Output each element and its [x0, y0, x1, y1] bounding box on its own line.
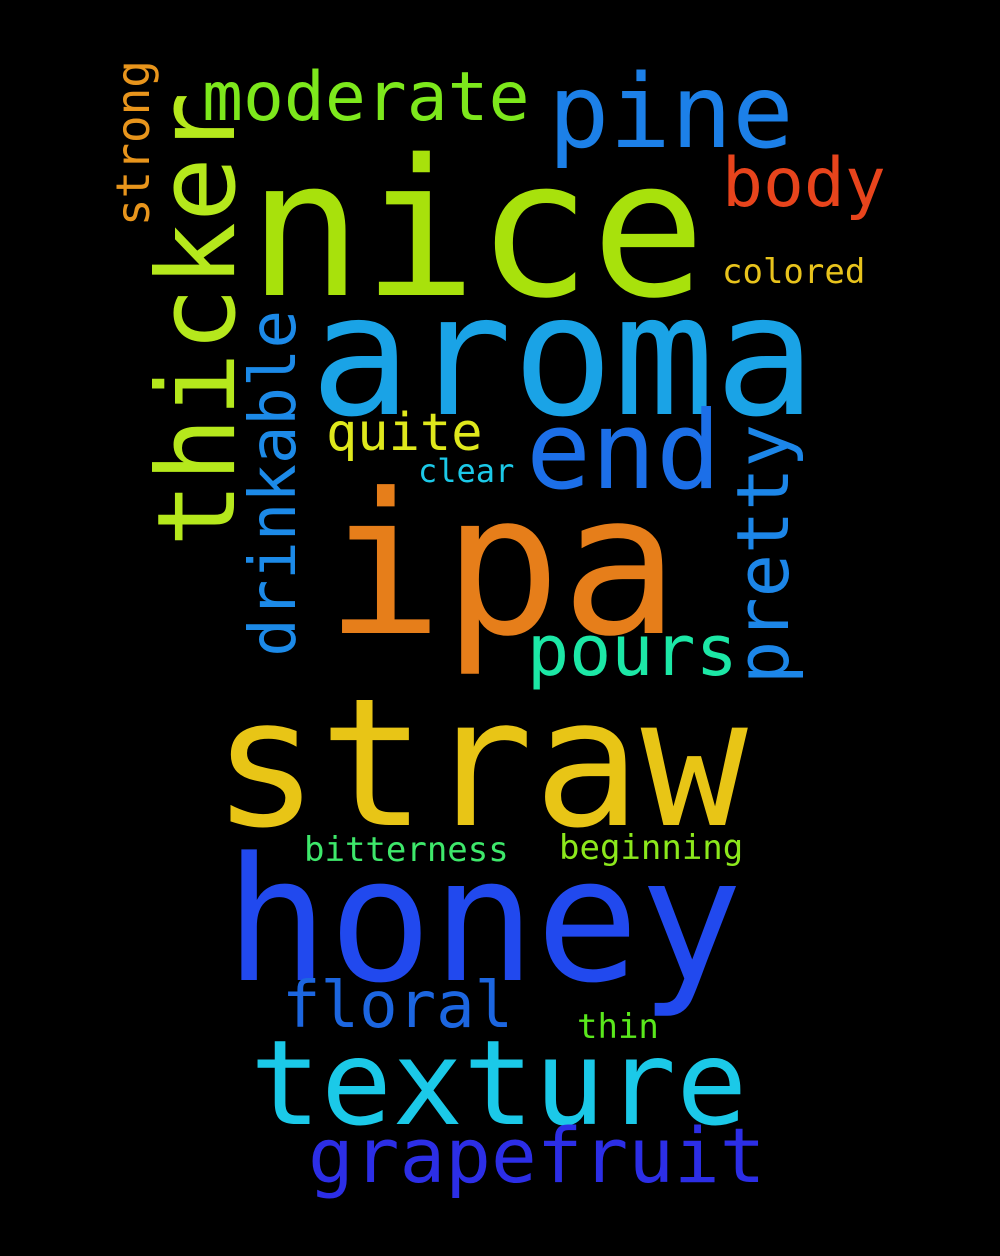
- word-quite: quite: [326, 403, 483, 463]
- word-body: body: [722, 144, 886, 223]
- word-floral: floral: [282, 969, 514, 1043]
- word-thin: thin: [577, 1007, 659, 1047]
- word-drinkable: drinkable: [237, 310, 311, 657]
- word-pretty: pretty: [721, 424, 805, 685]
- word-bitterness: bitterness: [304, 830, 509, 870]
- word-clear: clear: [418, 452, 515, 490]
- word-thicker: thicker: [135, 92, 260, 548]
- word-texture: texture: [250, 1014, 748, 1152]
- word-grapefruit: grapefruit: [308, 1111, 766, 1200]
- word-aroma: aroma: [310, 258, 816, 454]
- word-straw: straw: [212, 660, 748, 867]
- word-end: end: [526, 389, 722, 514]
- word-colored: colored: [722, 252, 866, 292]
- word-pine: pine: [548, 53, 794, 172]
- word-pours: pours: [527, 610, 738, 692]
- word-moderate: moderate: [202, 58, 530, 137]
- word-nice: nice: [248, 119, 706, 340]
- word-beginning: beginning: [559, 828, 744, 868]
- word-honey: honey: [225, 820, 743, 1021]
- word-ipa: ipa: [325, 452, 680, 680]
